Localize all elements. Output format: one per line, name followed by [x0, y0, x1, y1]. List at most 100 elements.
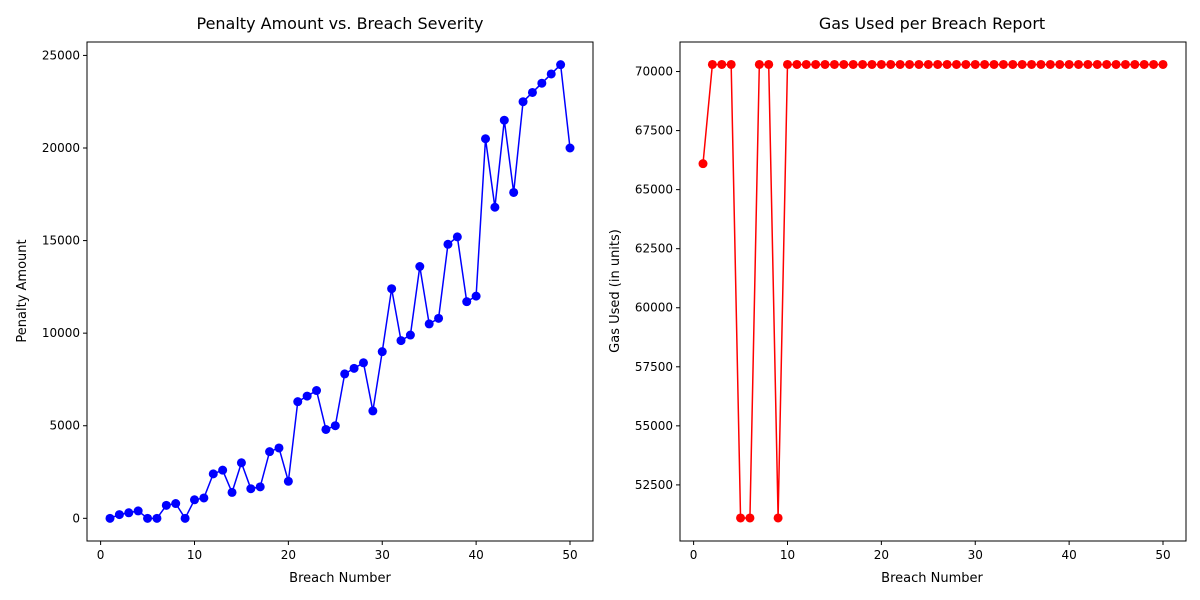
data-point [189, 495, 199, 505]
data-point [764, 59, 774, 69]
data-point [434, 313, 444, 323]
data-point [989, 59, 999, 69]
data-point [717, 59, 727, 69]
x-tick-label: 10 [780, 548, 795, 562]
data-point [820, 59, 830, 69]
data-point [349, 363, 359, 373]
data-point [1139, 59, 1149, 69]
y-tick-label: 57500 [635, 360, 673, 374]
data-point [942, 59, 952, 69]
data-point [227, 487, 237, 497]
y-tick-label: 52500 [635, 478, 673, 492]
tick-group: 0 10 20 30 40 50 52500 55000 57500 60000 62500 6500… [635, 65, 1171, 562]
data-point [368, 406, 378, 416]
x-tick-label: 10 [187, 548, 202, 562]
chart-title: Penalty Amount vs. Breach Severity [196, 14, 483, 33]
data-point [208, 469, 218, 479]
data-point [218, 465, 228, 475]
data-point [358, 358, 368, 368]
data-point [537, 78, 547, 88]
data-point [895, 59, 905, 69]
data-point [199, 493, 209, 503]
data-point [265, 447, 275, 457]
data-point [1149, 59, 1159, 69]
data-point [726, 59, 736, 69]
series-line [702, 63, 1163, 519]
data-point [143, 513, 153, 523]
x-tick-label: 0 [97, 548, 105, 562]
data-point [246, 484, 256, 494]
data-point [302, 391, 312, 401]
x-tick-label: 20 [874, 548, 889, 562]
data-point [452, 232, 462, 242]
y-tick-label: 15000 [42, 234, 80, 248]
x-axis-label: Breach Number [289, 571, 391, 586]
data-point [858, 59, 868, 69]
data-point [490, 202, 500, 212]
data-point [961, 59, 971, 69]
data-point [698, 159, 708, 169]
data-point [1036, 59, 1046, 69]
y-tick-label: 60000 [635, 301, 673, 315]
data-point [951, 59, 961, 69]
data-point [171, 499, 181, 509]
x-tick-label: 50 [562, 548, 577, 562]
data-point [801, 59, 811, 69]
data-point [1017, 59, 1027, 69]
x-tick-label: 40 [468, 548, 483, 562]
data-point [462, 297, 472, 307]
data-point [1027, 59, 1037, 69]
penalty-chart: Penalty Amount vs. Breach Severity Breac… [15, 14, 594, 586]
data-point [481, 134, 491, 144]
data-point [745, 513, 755, 523]
y-tick-label: 55000 [635, 419, 673, 433]
data-point [415, 262, 425, 272]
data-point [293, 397, 303, 407]
data-point [1008, 59, 1018, 69]
data-point [471, 291, 481, 301]
data-point [556, 60, 566, 70]
data-point [124, 508, 134, 518]
data-point [255, 482, 265, 492]
data-point [923, 59, 933, 69]
data-point [1055, 59, 1065, 69]
series-marks [105, 60, 575, 523]
data-point [424, 319, 434, 329]
data-point [1130, 59, 1140, 69]
data-point [274, 443, 284, 453]
x-tick-label: 0 [690, 548, 698, 562]
data-point [707, 59, 717, 69]
data-point [886, 59, 896, 69]
data-point [312, 386, 322, 396]
x-tick-label: 20 [281, 548, 296, 562]
gas-chart: Gas Used per Breach Report Breach Number… [608, 14, 1187, 586]
data-point [782, 59, 792, 69]
y-axis-label: Penalty Amount [15, 239, 30, 342]
data-point [1083, 59, 1093, 69]
data-point [905, 59, 915, 69]
plot-frame [86, 41, 594, 542]
y-tick-label: 62500 [635, 242, 673, 256]
x-tick-label: 40 [1061, 548, 1076, 562]
y-axis-label: Gas Used (in units) [608, 229, 623, 353]
tick-group: 0 10 20 30 40 50 0 5000 10000 15000 20000 25000 [42, 48, 578, 562]
data-point [1045, 59, 1055, 69]
data-point [236, 458, 246, 468]
y-tick-label: 65000 [635, 183, 673, 197]
chart-title: Gas Used per Breach Report [819, 14, 1045, 33]
data-point [527, 87, 537, 97]
data-point [914, 59, 924, 69]
data-point [1064, 59, 1074, 69]
data-point [839, 59, 849, 69]
data-point [829, 59, 839, 69]
data-point [152, 513, 162, 523]
data-point [867, 59, 877, 69]
data-point [792, 59, 802, 69]
data-point [330, 421, 340, 431]
data-point [509, 187, 519, 197]
data-point [933, 59, 943, 69]
data-point [283, 476, 293, 486]
data-point [105, 513, 115, 523]
data-point [1111, 59, 1121, 69]
